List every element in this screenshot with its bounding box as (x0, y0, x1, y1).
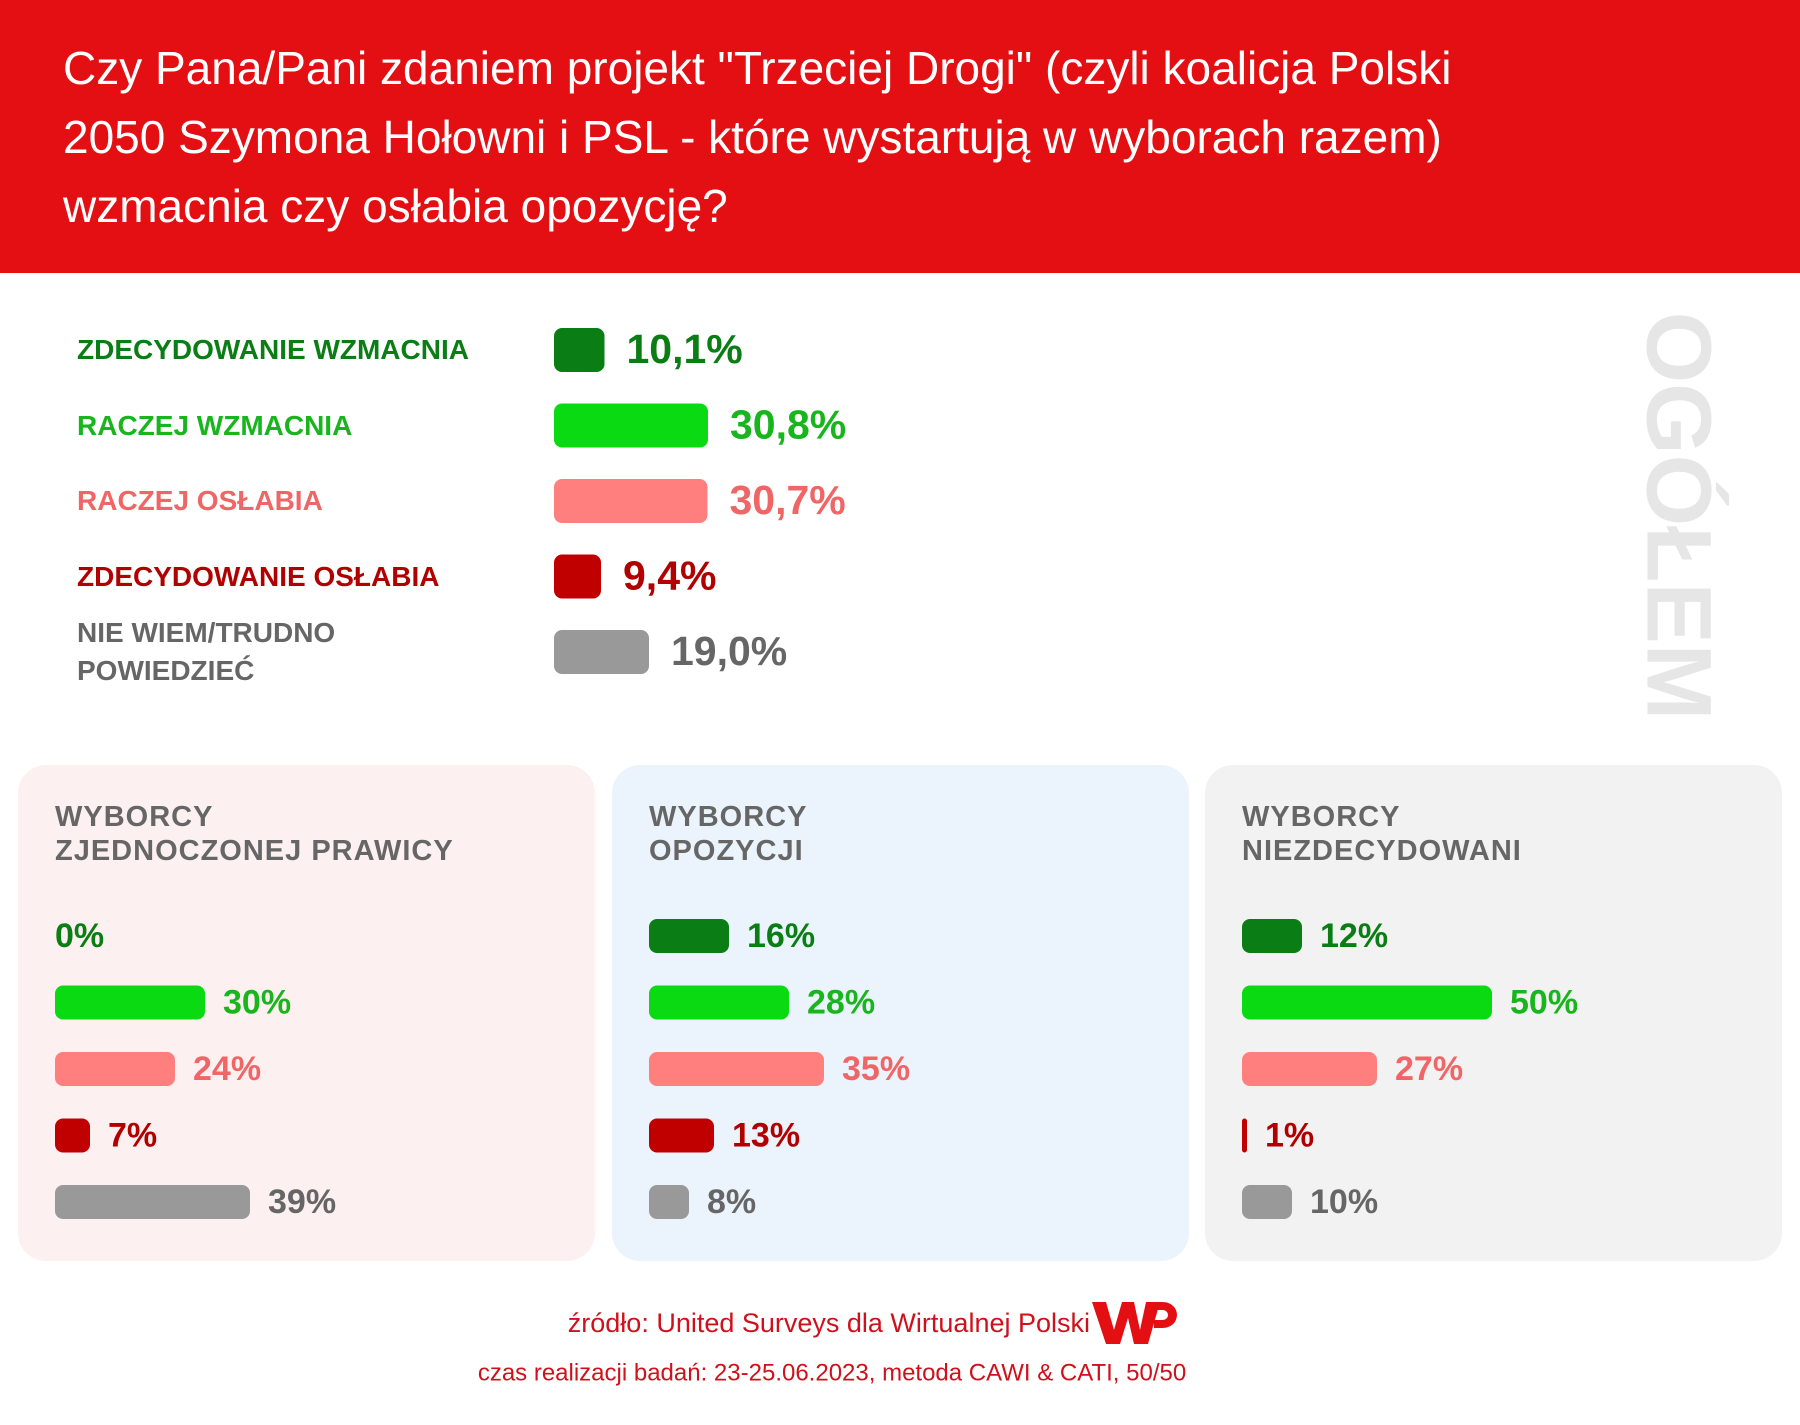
bar (55, 1052, 175, 1086)
bar (55, 1118, 90, 1153)
logo (1092, 1302, 1177, 1344)
value-label: 39% (268, 1183, 336, 1221)
value-label: 28% (807, 983, 875, 1021)
bar (649, 985, 789, 1020)
category-label: ZDECYDOWANIE OSŁABIA (77, 560, 440, 592)
value-label: 1% (1265, 1116, 1314, 1154)
category-label: RACZEJ OSŁABIA (77, 485, 323, 516)
bar (1242, 985, 1492, 1020)
value-label: 0% (55, 917, 104, 955)
panel (612, 765, 1189, 1261)
bar (55, 1185, 250, 1219)
category-label: NIE WIEM/TRUDNO POWIEDZIEĆ (77, 617, 336, 686)
value-label: 30,8% (730, 401, 846, 447)
title: Czy Pana/Pani zdaniem projekt "Trzeciej … (63, 42, 1452, 232)
value-label: 13% (732, 1116, 800, 1154)
bar (554, 554, 601, 599)
bar (554, 328, 605, 372)
value-label: 24% (193, 1050, 261, 1088)
value-label: 50% (1510, 983, 1578, 1021)
bar (649, 1118, 714, 1153)
bar (649, 1185, 689, 1219)
value-label: 8% (707, 1183, 756, 1221)
value-label: 9,4% (623, 552, 716, 598)
bar (1242, 1052, 1377, 1086)
bar (55, 985, 205, 1020)
bar (1242, 1118, 1247, 1153)
bar (1242, 919, 1302, 953)
value-label: 10% (1310, 1183, 1378, 1221)
panel-title: WYBORCY NIEZDECYDOWANI (1242, 801, 1522, 867)
value-label: 30% (223, 983, 291, 1021)
source: źródło: United Surveys dla Wirtualnej Po… (568, 1308, 1090, 1338)
panel-title: WYBORCY OPOZYCJI (649, 801, 808, 867)
value-label: 10,1% (627, 326, 743, 372)
details: czas realizacji badań: 23-25.06.2023, me… (478, 1359, 1186, 1386)
value-label: 35% (842, 1050, 910, 1088)
panel (1205, 765, 1782, 1261)
value-label: 30,7% (730, 477, 846, 523)
bar (1242, 1185, 1292, 1219)
bar (649, 1052, 824, 1086)
panel (18, 765, 595, 1261)
value-label: 7% (108, 1116, 157, 1154)
category-label: RACZEJ WZMACNIA (77, 409, 353, 441)
chart-title: OGÓŁEM (1628, 312, 1731, 721)
bar (554, 630, 649, 674)
bar (649, 919, 729, 953)
category-label: ZDECYDOWANIE WZMACNIA (77, 334, 469, 365)
value-label: 19,0% (671, 628, 787, 674)
value-label: 27% (1395, 1050, 1463, 1088)
bar (554, 479, 708, 523)
header: Czy Pana/Pani zdaniem projekt "Trzeciej … (0, 0, 1800, 273)
value-label: 16% (747, 917, 815, 955)
panel-title: WYBORCY ZJEDNOCZONEJ PRAWICY (55, 801, 454, 867)
bar (554, 403, 708, 448)
value-label: 12% (1320, 917, 1388, 955)
